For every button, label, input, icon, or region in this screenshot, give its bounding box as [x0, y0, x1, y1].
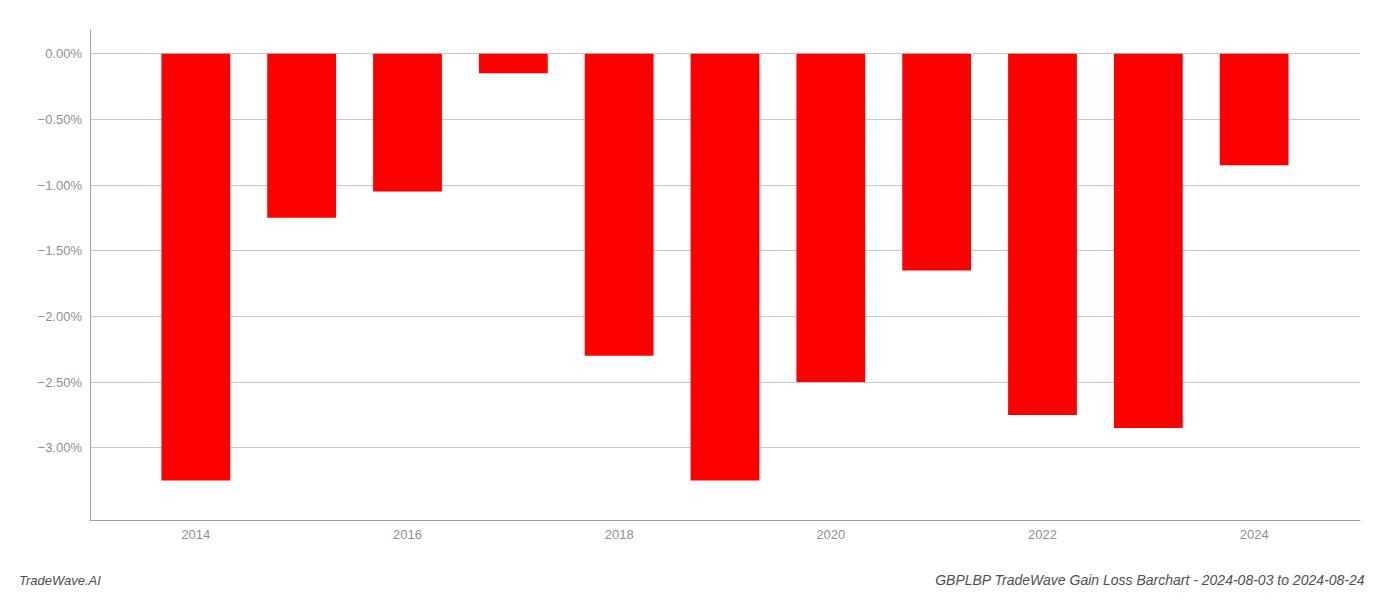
svg-text:2014: 2014	[181, 527, 210, 542]
svg-text:−1.00%: −1.00%	[38, 178, 83, 193]
svg-text:2018: 2018	[605, 527, 634, 542]
svg-text:TradeWave.AI: TradeWave.AI	[19, 573, 101, 588]
svg-text:−0.50%: −0.50%	[38, 112, 83, 127]
svg-text:−1.50%: −1.50%	[38, 243, 83, 258]
svg-text:2024: 2024	[1240, 527, 1269, 542]
svg-text:GBPLBP TradeWave Gain Loss Bar: GBPLBP TradeWave Gain Loss Barchart - 20…	[935, 572, 1365, 588]
svg-text:0.00%: 0.00%	[45, 46, 82, 61]
svg-text:2022: 2022	[1028, 527, 1057, 542]
svg-text:−2.00%: −2.00%	[38, 309, 83, 324]
svg-text:−2.50%: −2.50%	[38, 375, 83, 390]
svg-text:2020: 2020	[816, 527, 845, 542]
svg-text:−3.00%: −3.00%	[38, 440, 83, 455]
svg-text:2016: 2016	[393, 527, 422, 542]
